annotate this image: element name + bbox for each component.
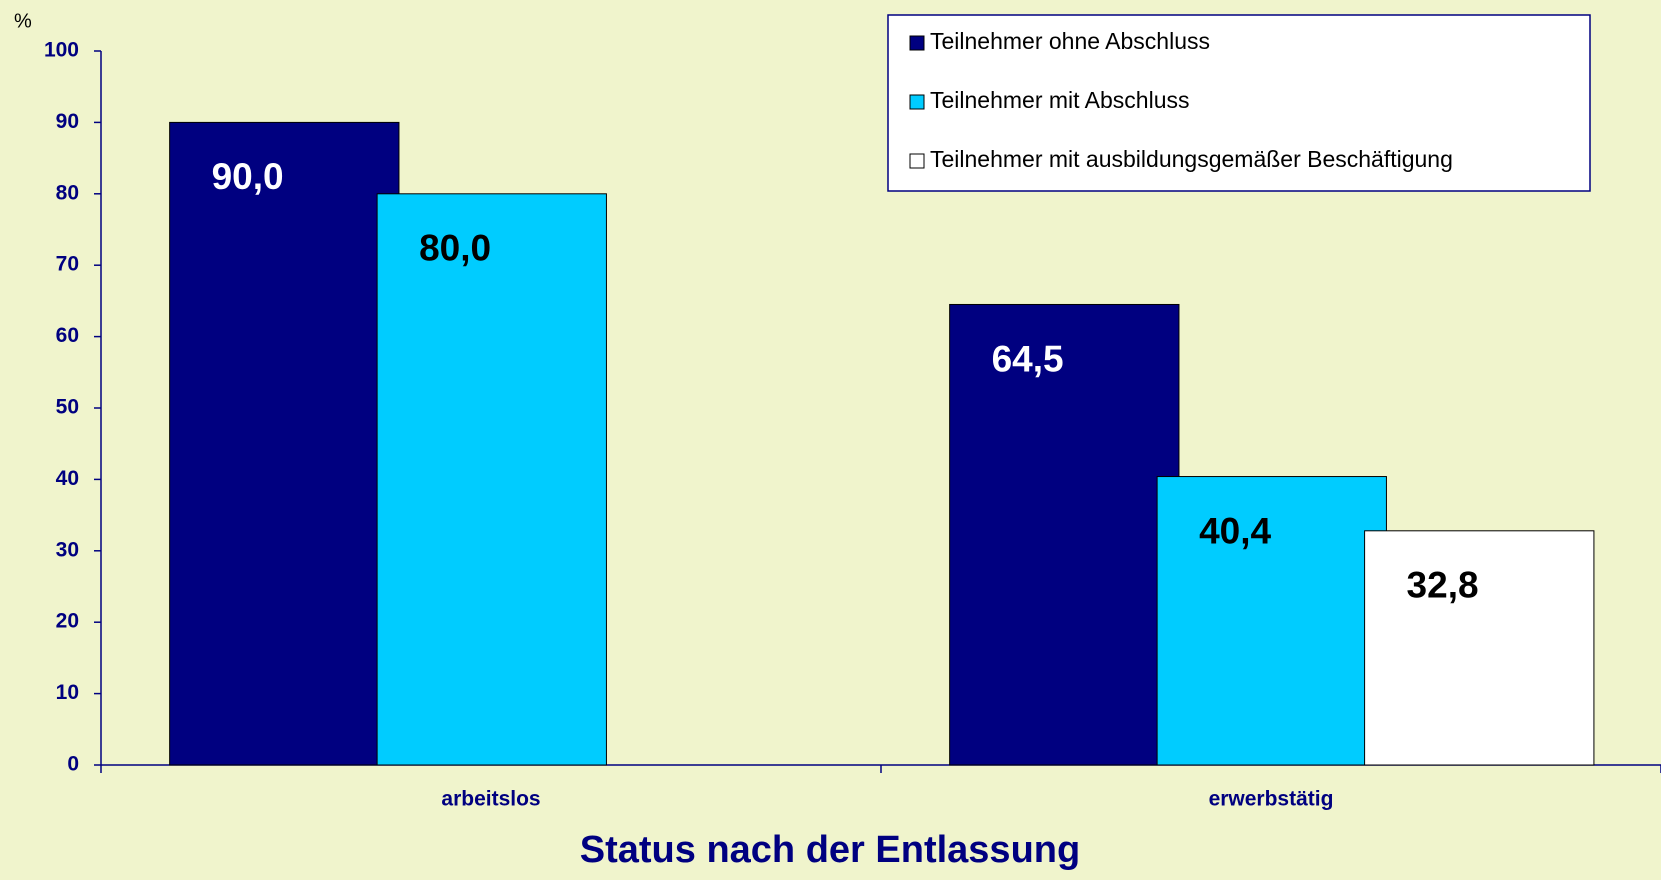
legend-swatch xyxy=(909,35,925,51)
x-tick-label: erwerbstätig xyxy=(1209,788,1334,811)
value-label: 32,8 xyxy=(1407,565,1479,606)
y-tick-label: 50 xyxy=(56,396,79,419)
y-tick-label: 60 xyxy=(56,324,79,347)
bar xyxy=(1364,530,1595,766)
y-tick-label: 0 xyxy=(67,753,79,776)
legend-swatch xyxy=(909,153,925,169)
bar xyxy=(1156,476,1387,766)
value-label: 80,0 xyxy=(419,228,491,269)
legend-label: Teilnehmer mit ausbildungsgemäßer Beschä… xyxy=(930,146,1453,172)
y-tick-label: 80 xyxy=(56,181,79,204)
y-tick-label: 90 xyxy=(56,110,79,133)
y-tick-label: 10 xyxy=(56,681,79,704)
legend-swatch xyxy=(909,94,925,110)
legend-label: Teilnehmer ohne Abschluss xyxy=(930,28,1210,54)
x-axis-title: Status nach der Entlassung xyxy=(580,829,1080,871)
y-tick-label: 30 xyxy=(56,538,79,561)
y-tick-label: 20 xyxy=(56,610,79,633)
legend-label: Teilnehmer mit Abschluss xyxy=(930,87,1190,113)
y-tick-label: 100 xyxy=(44,39,79,62)
legend-box xyxy=(887,14,1591,192)
bar xyxy=(949,303,1180,766)
x-tick-label: arbeitslos xyxy=(441,788,540,811)
bar xyxy=(169,121,400,766)
y-tick-label: 40 xyxy=(56,467,79,490)
value-label: 64,5 xyxy=(992,338,1064,379)
y-tick-label: 70 xyxy=(56,253,79,276)
value-label: 40,4 xyxy=(1199,510,1271,551)
y-axis-label: % xyxy=(14,10,32,32)
value-label: 90,0 xyxy=(212,156,284,197)
bar xyxy=(376,193,607,766)
